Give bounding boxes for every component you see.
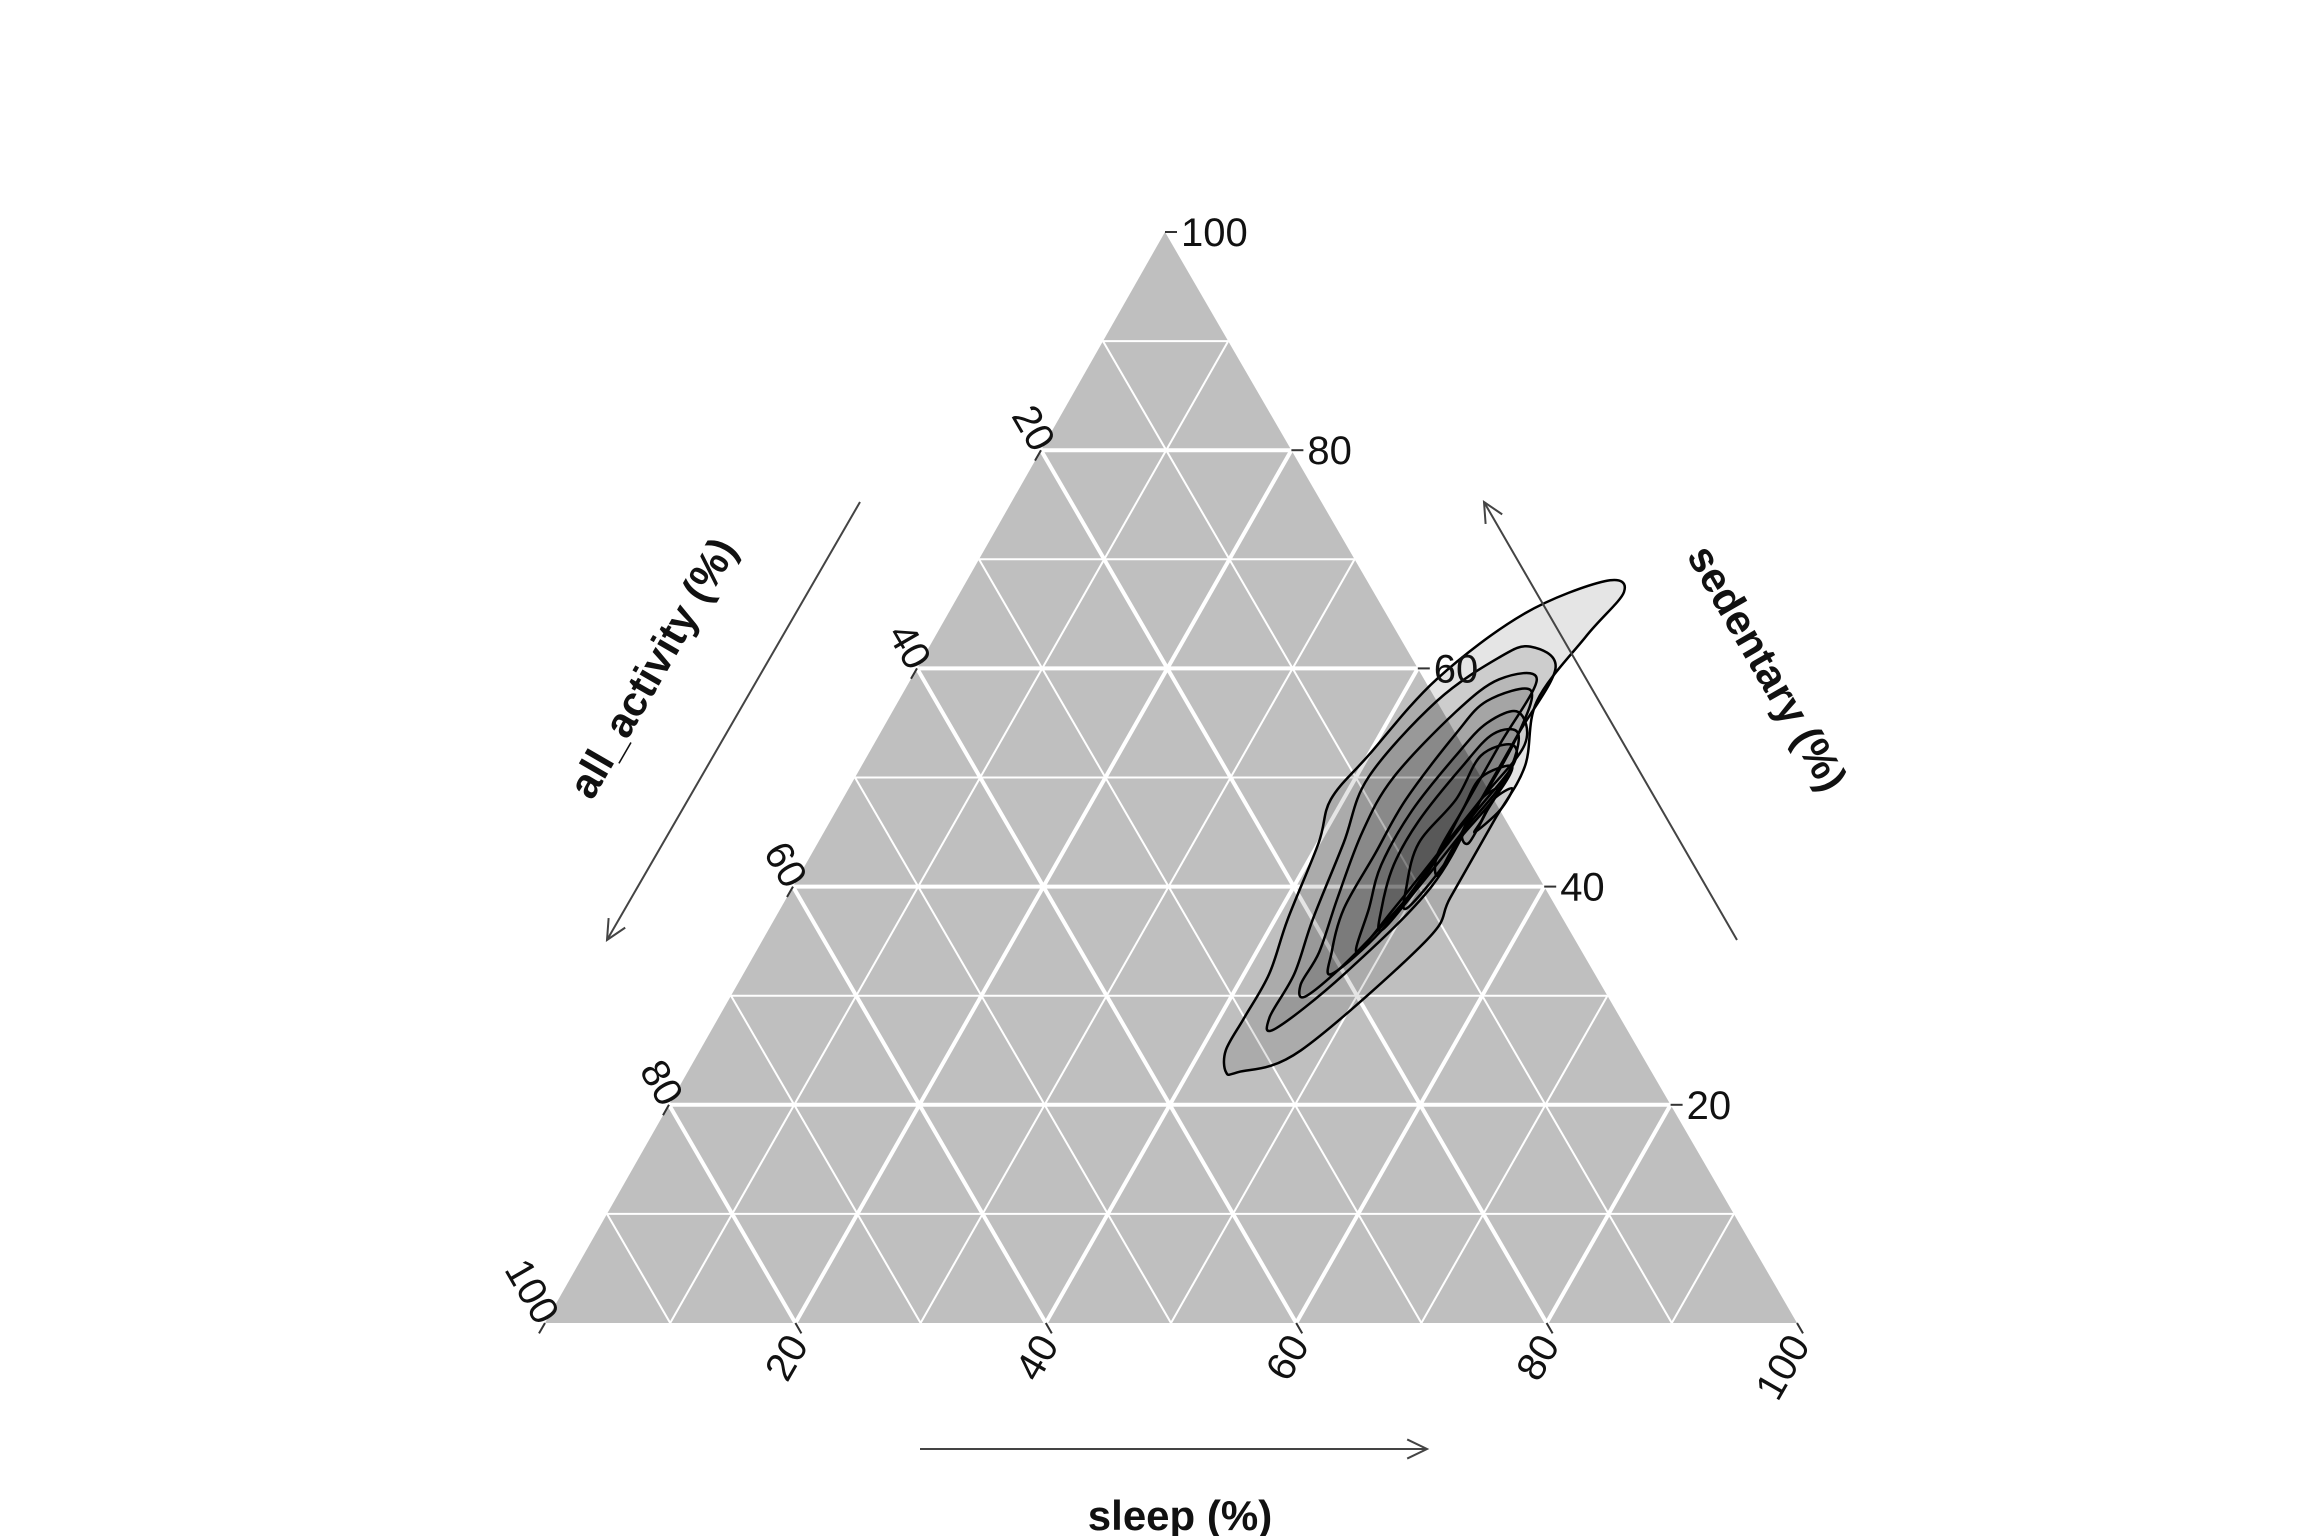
density-contours xyxy=(1222,578,1626,1077)
grid-line-all-activity xyxy=(791,885,1048,1325)
tick-label-sleep: 80 xyxy=(1508,1328,1568,1389)
tick-label-sleep: 20 xyxy=(757,1328,817,1389)
tick-all-activity xyxy=(1034,449,1042,462)
grid-line-all-activity xyxy=(915,667,1298,1325)
density-contour-level-3 xyxy=(1298,671,1539,999)
grid-line-all-activity xyxy=(730,995,922,1324)
grid-line-sleep xyxy=(1044,667,1420,1324)
sedentary-axis-title: sedentary (%) xyxy=(1678,537,1856,799)
sedentary-direction-arrow xyxy=(1483,501,1738,941)
tick-label-sedentary: 20 xyxy=(1687,1084,1732,1128)
all-activity-direction-arrow-head xyxy=(605,917,626,942)
tick-all-activity xyxy=(786,886,794,898)
major-grid xyxy=(667,448,1673,1325)
all-activity-axis-title: all_activity (%) xyxy=(559,530,746,806)
grid-line-sleep xyxy=(1294,885,1546,1324)
tick-label-sleep: 40 xyxy=(1007,1328,1067,1389)
tick-sleep xyxy=(1545,1322,1554,1334)
tick-label-sedentary: 80 xyxy=(1307,429,1352,473)
tick-label-sedentary: 40 xyxy=(1560,866,1605,910)
density-contour-level-4 xyxy=(1326,687,1534,976)
tick-label-sleep: 100 xyxy=(1747,1328,1818,1408)
grid-line-all-activity xyxy=(606,1213,672,1324)
tick-label-sedentary: 60 xyxy=(1434,647,1479,691)
tick-sleep xyxy=(794,1322,803,1334)
tick-label-sleep: 60 xyxy=(1258,1328,1318,1389)
grid-line-sleep xyxy=(1670,1213,1735,1324)
axis-ticks xyxy=(538,231,1804,1334)
density-contour-level-5 xyxy=(1354,709,1529,954)
tick-label-sedentary: 100 xyxy=(1181,211,1248,255)
grid-line-sleep xyxy=(669,340,1230,1324)
sedentary-direction-arrow-head xyxy=(1482,500,1503,525)
density-contour-level-10 xyxy=(1472,786,1514,834)
grid-line-all-activity xyxy=(854,776,1172,1324)
tick-sleep xyxy=(1295,1322,1304,1334)
grid-line-sleep xyxy=(1544,1103,1673,1324)
grid-line-sleep xyxy=(919,558,1356,1324)
minor-grid xyxy=(606,340,1735,1324)
all-activity-direction-arrow xyxy=(606,501,861,941)
density-contour-level-6 xyxy=(1377,727,1521,933)
tick-sleep xyxy=(1796,1322,1804,1334)
sleep-direction-arrow-head xyxy=(1406,1438,1430,1460)
sleep-axis-title: sleep (%) xyxy=(1088,1492,1272,1536)
axis-arrows xyxy=(605,500,1738,1460)
grid-line-all-activity xyxy=(667,1103,798,1325)
grid-line-sleep xyxy=(1420,995,1609,1324)
density-contour-level-8 xyxy=(1433,764,1514,877)
grid-line-all-activity xyxy=(978,558,1423,1324)
tick-sleep xyxy=(1044,1322,1053,1334)
tick-all-activity xyxy=(538,1322,546,1334)
tick-all-activity xyxy=(910,667,918,680)
tick-all-activity xyxy=(662,1104,670,1116)
